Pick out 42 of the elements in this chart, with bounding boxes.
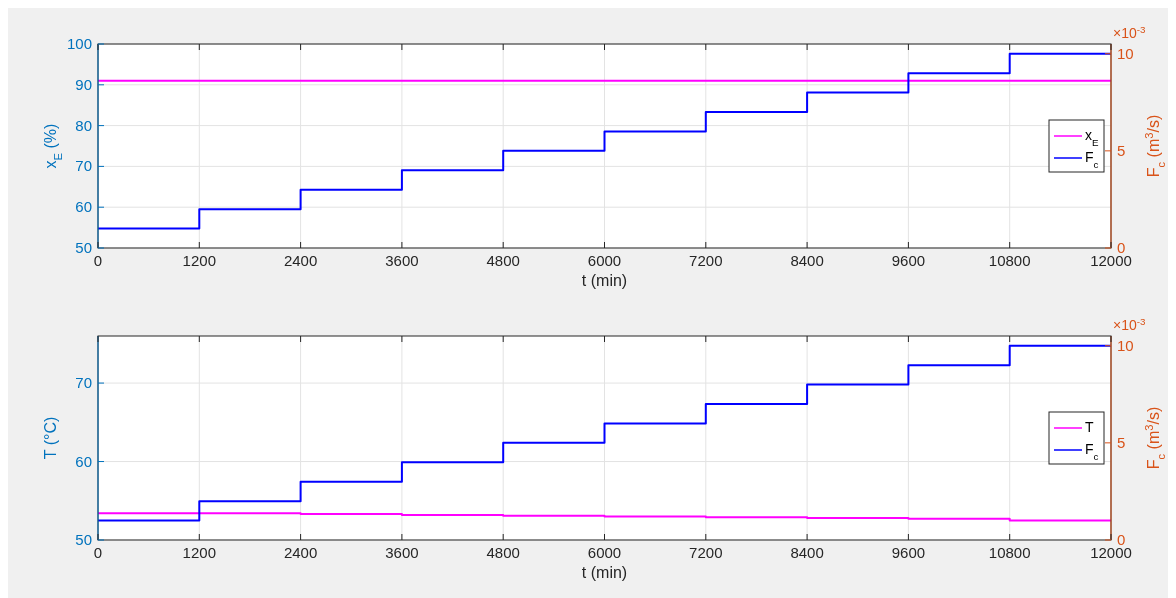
legend-label: F$_{c}$ <box>1085 441 1099 462</box>
x-tick-label: 2400 <box>283 544 318 561</box>
y-tick-label: 50 <box>75 239 92 256</box>
x-tick-label: 2400 <box>283 252 318 269</box>
x-tick-label: 8400 <box>790 544 824 561</box>
x-tick-label: 3600 <box>385 544 419 561</box>
x-tick-label: 4800 <box>486 252 520 269</box>
x-tick-label: 8400 <box>790 252 824 269</box>
y-tick-label: 100 <box>66 35 92 52</box>
x-tick-label: 1200 <box>182 544 216 561</box>
legend-label: x$_{E}$ <box>1085 127 1099 148</box>
x-tick-label: 7200 <box>689 544 723 561</box>
y2-tick-label: 5 <box>1117 433 1126 451</box>
y-tick-label: 70 <box>75 374 92 392</box>
text: ×10$^{-3}$ <box>1113 23 1147 41</box>
y-tick-label: 90 <box>75 75 92 93</box>
x-tick-label: 6000 <box>587 544 622 561</box>
y2-tick-label: 10 <box>1117 336 1134 354</box>
y-tick-label: 60 <box>75 198 92 216</box>
x-tick-label: 9600 <box>891 252 926 269</box>
y-tick-label: 60 <box>75 452 92 470</box>
x-tick-label: 0 <box>93 544 103 561</box>
x-tick-label: 10800 <box>988 544 1031 561</box>
y2-tick-label: 5 <box>1117 141 1126 159</box>
x-tick-label: 0 <box>93 252 103 269</box>
y-tick-label: 50 <box>75 531 92 548</box>
x-axis-title: t (min) <box>581 272 628 289</box>
x-tick-label: 7200 <box>689 252 723 269</box>
y-tick-label: 70 <box>75 157 92 175</box>
legend-label: F$_{c}$ <box>1085 149 1099 170</box>
legend-label: T <box>1085 419 1094 435</box>
x-axis-title: t (min) <box>581 564 628 581</box>
x-tick-label: 6000 <box>587 252 622 269</box>
text: ×10$^{-3}$ <box>1113 315 1147 333</box>
x-tick-label: 10800 <box>988 252 1031 269</box>
x-tick-label: 3600 <box>385 252 419 269</box>
y-tick-label: 80 <box>75 116 92 134</box>
x-tick-label: 1200 <box>182 252 216 269</box>
y2-tick-label: 10 <box>1117 44 1134 62</box>
y-axis-title: T (°C) <box>42 416 59 460</box>
x-tick-label: 9600 <box>891 544 926 561</box>
x-tick-label: 4800 <box>486 544 520 561</box>
